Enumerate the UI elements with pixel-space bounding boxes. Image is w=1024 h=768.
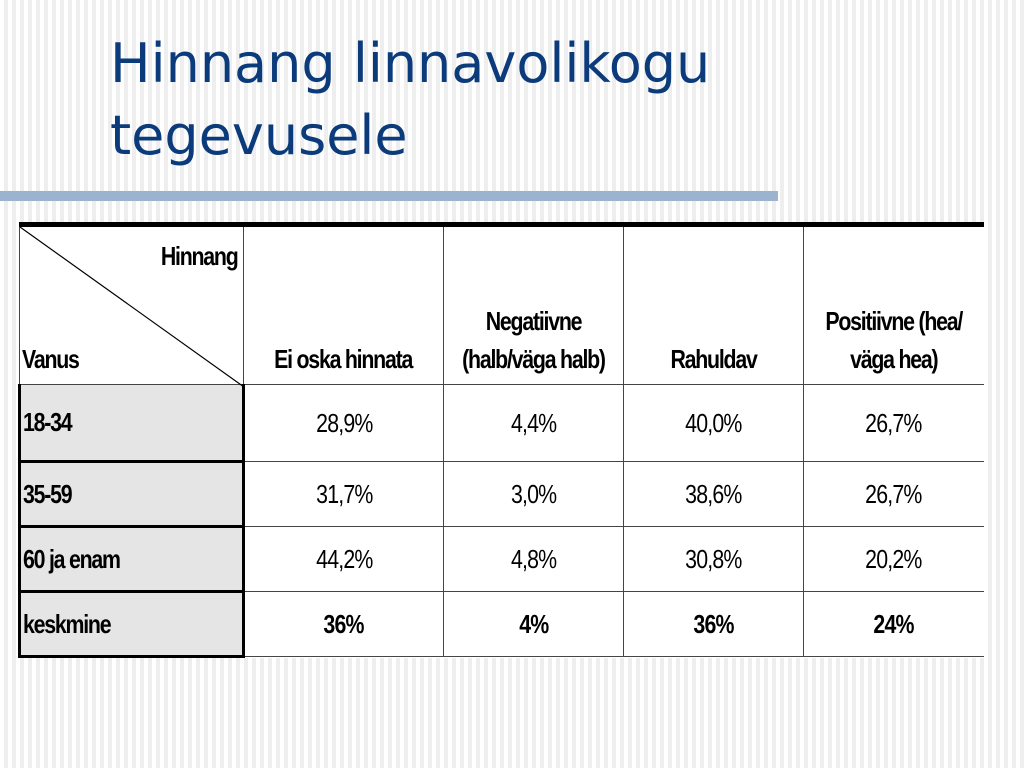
table-cell: 20,2%: [803, 526, 984, 592]
slide-title: Hinnang linnavolikogu tegevusele: [110, 32, 711, 167]
table-cell: 36%: [243, 591, 444, 657]
table-cell: 4,4%: [443, 384, 624, 462]
table-cell: 3,0%: [443, 461, 624, 527]
table-cell: 28,9%: [243, 384, 444, 462]
column-header-ei-oska: Ei oska hinnata: [243, 222, 444, 385]
table-header-row: Hinnang Vanus Ei oska hinnata Negatiivne…: [19, 222, 984, 387]
table-corner-cell: Hinnang Vanus: [19, 222, 244, 387]
row-label: 35-59: [18, 460, 245, 528]
corner-diagonal-line: [20, 227, 244, 387]
row-label: 60 ja enam: [18, 525, 245, 593]
table-cell: 4,8%: [443, 526, 624, 592]
table-cell: 38,6%: [623, 461, 804, 527]
table-row-average: keskmine 36% 4% 36% 24%: [18, 590, 984, 658]
table-cell: 31,7%: [243, 461, 444, 527]
table-row: 60 ja enam 44,2% 4,8% 30,8% 20,2%: [18, 525, 984, 593]
table-cell: 44,2%: [243, 526, 444, 592]
column-header-negatiivne: Negatiivne (halb/väga halb): [443, 222, 624, 385]
table-cell: 36%: [623, 591, 804, 657]
corner-label-vanus: Vanus: [22, 344, 80, 374]
table-row: 18-34 28,9% 4,4% 40,0% 26,7%: [18, 384, 984, 463]
table-cell: 4%: [443, 591, 624, 657]
row-label: keskmine: [18, 590, 245, 658]
column-header-rahuldav: Rahuldav: [623, 222, 804, 385]
table-cell: 26,7%: [803, 461, 984, 527]
column-header-positiivne: Positiivne (hea/ väga hea): [803, 222, 984, 385]
corner-label-hinnang: Hinnang: [160, 241, 238, 271]
table-cell: 40,0%: [623, 384, 804, 462]
table-cell: 26,7%: [803, 384, 984, 462]
rating-table: Hinnang Vanus Ei oska hinnata Negatiivne…: [18, 222, 984, 658]
table-cell: 24%: [803, 591, 984, 657]
title-underline: [0, 191, 778, 201]
row-label: 18-34: [18, 384, 245, 463]
table-row: 35-59 31,7% 3,0% 38,6% 26,7%: [18, 460, 984, 528]
table-cell: 30,8%: [623, 526, 804, 592]
